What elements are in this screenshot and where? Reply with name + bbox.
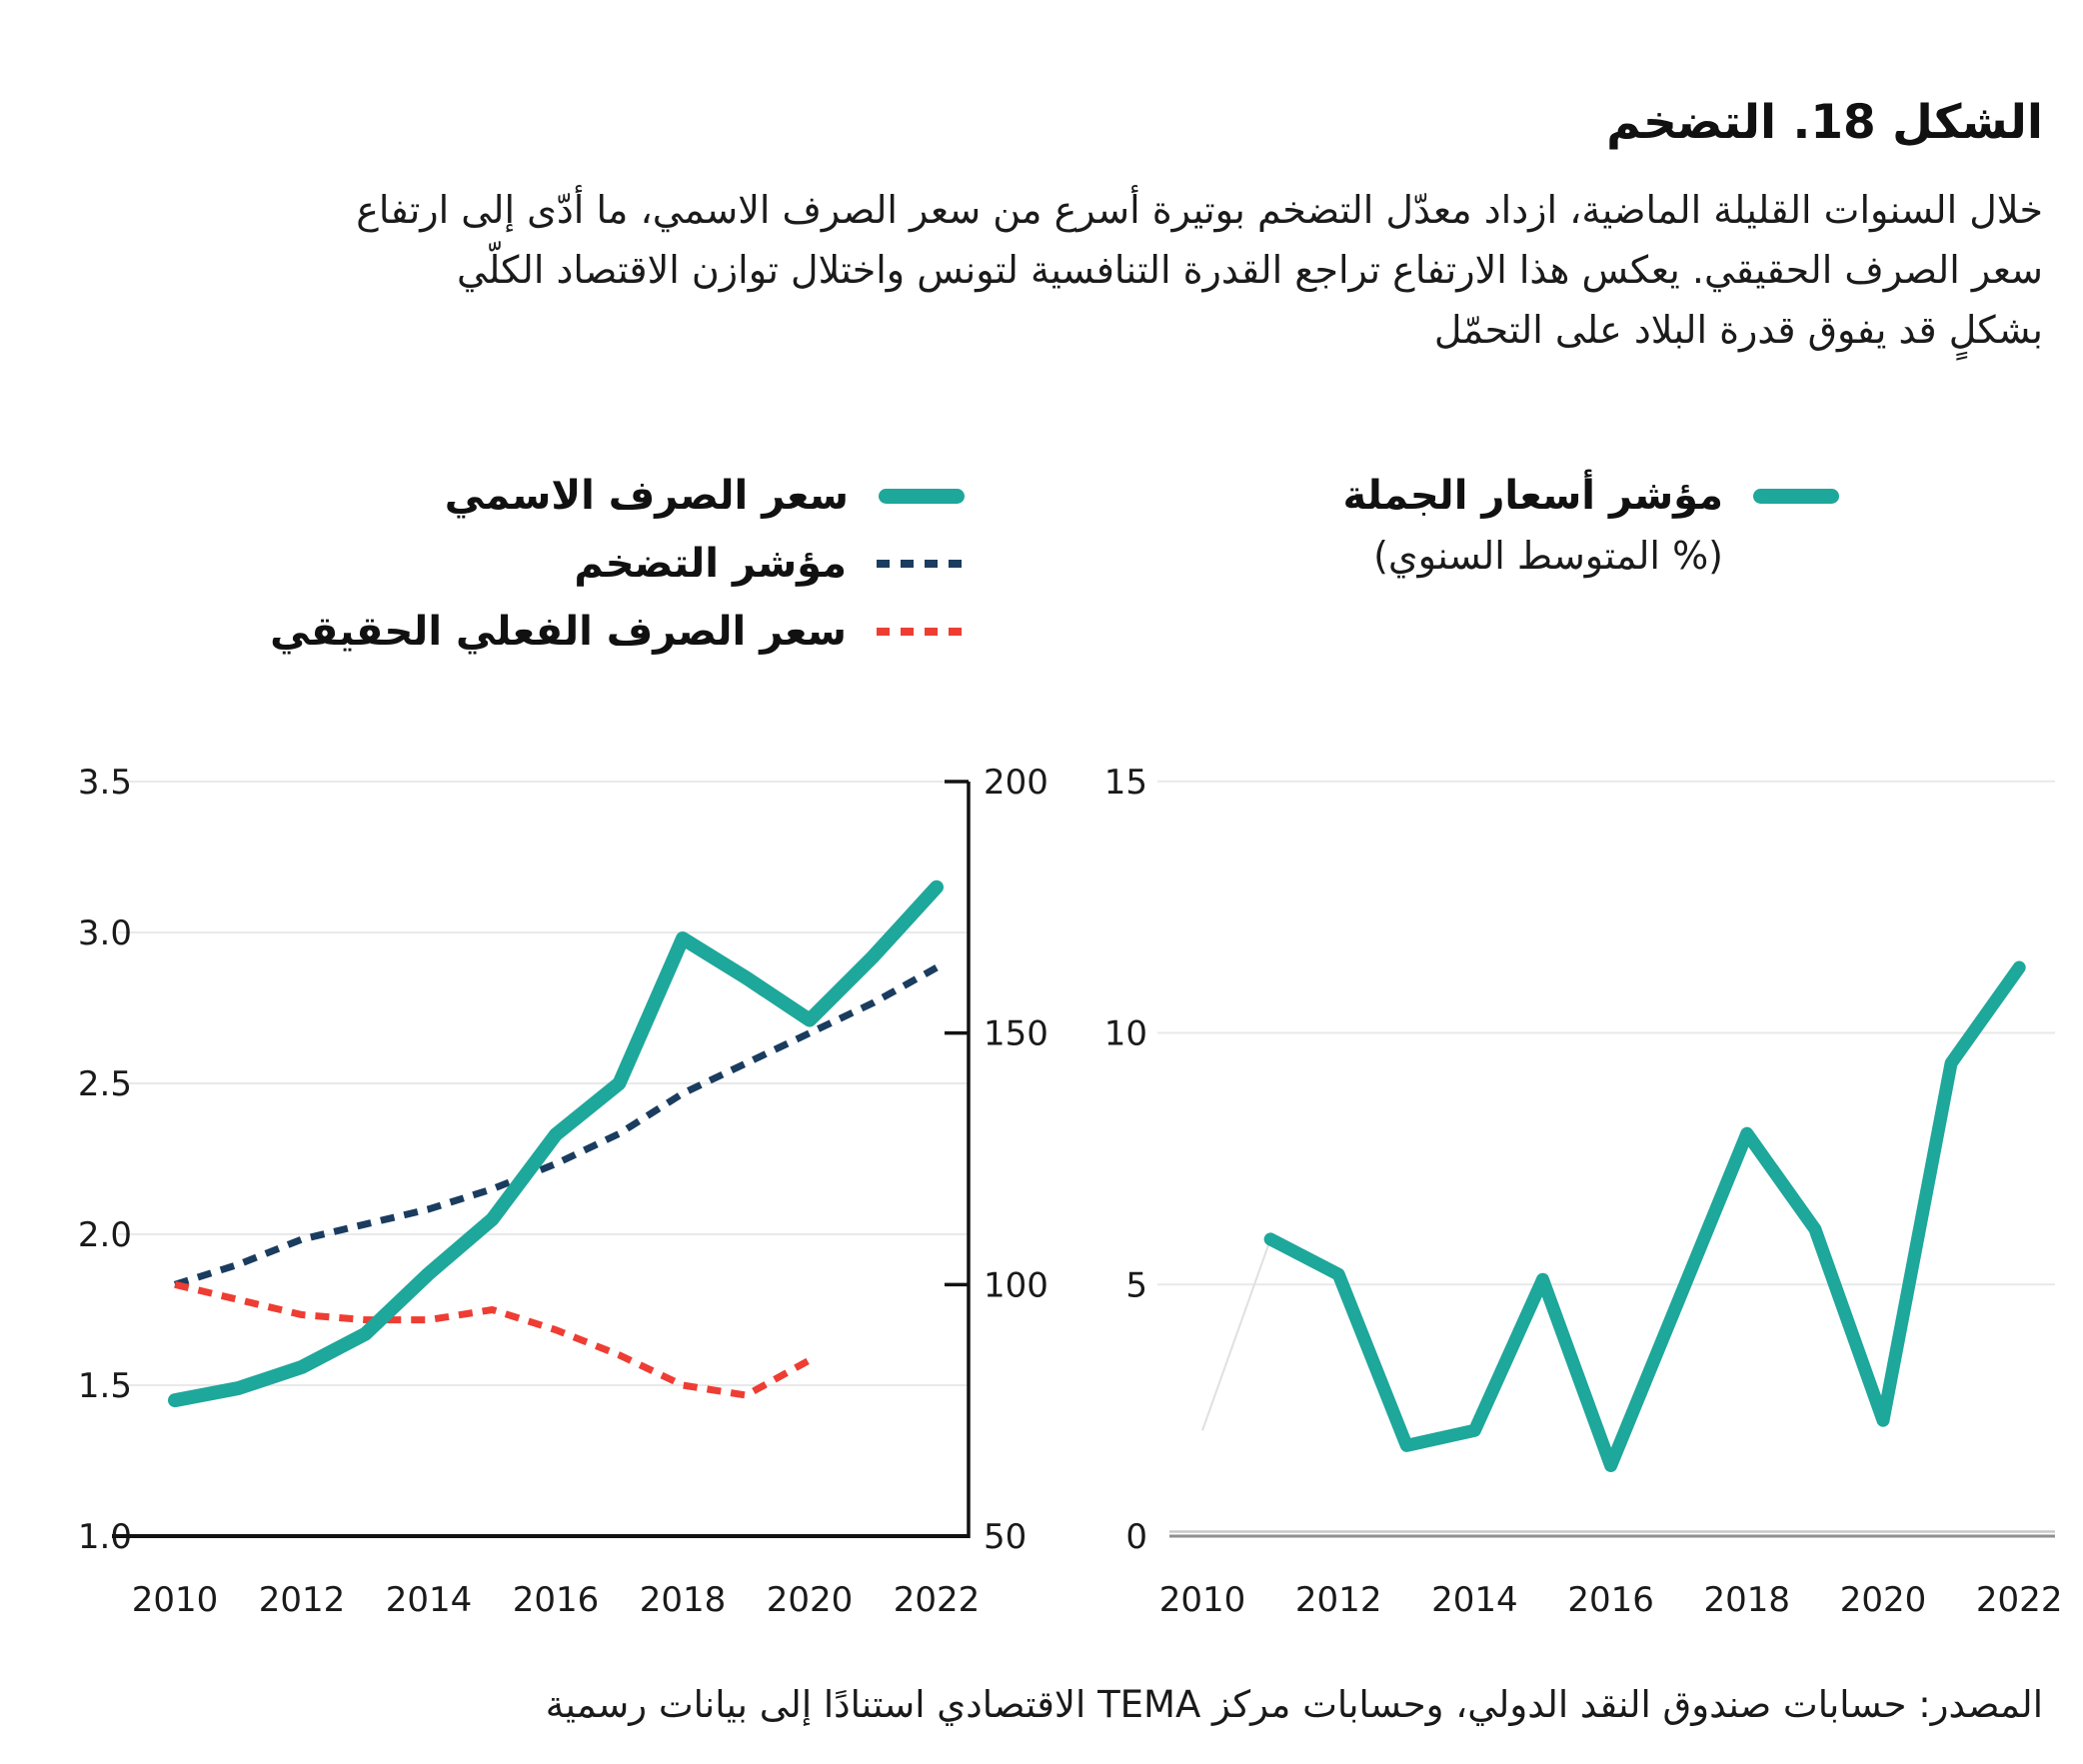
- left-axis-tick-label: 2.0: [78, 1215, 132, 1255]
- x-axis-tick-label: 2016: [513, 1580, 600, 1620]
- left-axis-tick-label: 3.0: [78, 913, 132, 953]
- inflation-index-line-swatch-icon: [877, 560, 965, 568]
- figure-description: خلال السنوات القليلة الماضية، ازداد معدّ…: [52, 180, 2043, 360]
- source-note: المصدر: حسابات صندوق النقد الدولي، وحساب…: [545, 1683, 2043, 1726]
- wholesale-price-chart: 15 10 5 0 2010 2012 2014 2016 2018 2020 2022: [1104, 763, 2063, 1620]
- x-axis-tick-label: 2010: [132, 1580, 219, 1620]
- leader-line: [1201, 1238, 1272, 1431]
- description-line: خلال السنوات القليلة الماضية، ازداد معدّ…: [356, 188, 2043, 232]
- description-line: سعر الصرف الحقيقي. يعكس هذا الارتفاع ترا…: [457, 248, 2043, 292]
- x-axis-tick-label: 2014: [1431, 1580, 1518, 1620]
- y-axis-tick-label: 10: [1104, 1014, 1147, 1054]
- wholesale-index-line-swatch-icon: [1753, 488, 1839, 504]
- y-axis-tick-label: 15: [1104, 763, 1147, 803]
- right-axis-tick-label: 50: [984, 1517, 1027, 1557]
- right-axis-tick-label: 200: [984, 763, 1048, 803]
- x-axis-tick-label: 2022: [894, 1580, 981, 1620]
- description-line: بشكلٍ قد يفوق قدرة البلاد على التحمّل: [1433, 308, 2043, 352]
- legend-label: سعر الصرف الاسمي: [444, 473, 849, 519]
- right-axis-tick-label: 100: [984, 1265, 1048, 1305]
- legend-label: مؤشر أسعار الجملة: [1342, 473, 1723, 519]
- x-axis-tick-label: 2018: [640, 1580, 727, 1620]
- x-axis-tick-label: 2020: [1840, 1580, 1927, 1620]
- legend-label: سعر الصرف الفعلي الحقيقي: [270, 609, 847, 655]
- series-line: [174, 1280, 812, 1399]
- y-axis-tick-label: 5: [1125, 1265, 1147, 1305]
- page-title: الشكل 18. التضخم: [1606, 95, 2043, 151]
- x-axis-tick-label: 2014: [386, 1580, 473, 1620]
- legend-label: مؤشر التضخم: [574, 541, 847, 587]
- x-axis-tick-label: 2012: [1295, 1580, 1382, 1620]
- left-axis-tick-label: 2.5: [78, 1064, 132, 1104]
- legend-sublabel: (% المتوسط السنوي): [1373, 534, 1723, 578]
- left-axis-tick-label: 3.5: [78, 763, 132, 803]
- x-axis-tick-label: 2018: [1704, 1580, 1791, 1620]
- legend-wholesale-chart: مؤشر أسعار الجملة (% المتوسط السنوي): [1342, 468, 1839, 578]
- right-axis-tick-label: 150: [984, 1014, 1048, 1054]
- x-axis-tick-label: 2016: [1567, 1580, 1654, 1620]
- x-axis-tick-label: 2010: [1159, 1580, 1246, 1620]
- legend-item-nominal-rate: سعر الصرف الاسمي: [270, 468, 965, 524]
- y-axis-tick-label: 0: [1125, 1517, 1147, 1557]
- legend-item-wholesale-index: مؤشر أسعار الجملة: [1342, 468, 1839, 524]
- x-axis-tick-label: 2020: [767, 1580, 854, 1620]
- left-axis-tick-label: 1.5: [78, 1366, 132, 1406]
- series-line: [1263, 960, 2026, 1473]
- x-axis-tick-label: 2022: [1976, 1580, 2063, 1620]
- legend-exchange-chart: سعر الصرف الاسمي مؤشر التضخم سعر الصرف ا…: [270, 468, 965, 660]
- nominal-rate-line-swatch-icon: [879, 488, 965, 504]
- x-axis-tick-label: 2012: [259, 1580, 346, 1620]
- series-line: [168, 880, 944, 1408]
- legend-item-real-rate: سعر الصرف الفعلي الحقيقي: [270, 604, 965, 660]
- real-rate-line-swatch-icon: [877, 628, 965, 636]
- legend-item-inflation-index: مؤشر التضخم: [270, 536, 965, 592]
